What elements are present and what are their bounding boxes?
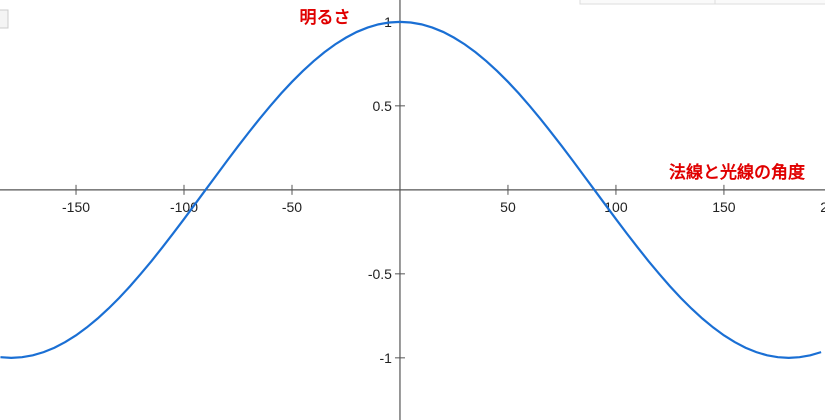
y-tick-label: 0.5 — [373, 98, 393, 114]
ui-panel — [579, 0, 825, 5]
x-tick-label: -150 — [62, 199, 90, 215]
y-tick-label: -0.5 — [368, 266, 392, 282]
x-tick-label: 150 — [712, 199, 736, 215]
x-tick-label: -50 — [282, 199, 302, 215]
x-tick-label: 50 — [500, 199, 516, 215]
line-series — [0, 20, 822, 359]
y-axis-title: 明るさ — [300, 8, 351, 28]
y-tick-label: -1 — [380, 350, 393, 366]
x-tick-label: 200 — [820, 199, 825, 215]
ui-button[interactable] — [0, 9, 9, 29]
x-axis-title: 法線と光線の角度 — [669, 162, 806, 183]
